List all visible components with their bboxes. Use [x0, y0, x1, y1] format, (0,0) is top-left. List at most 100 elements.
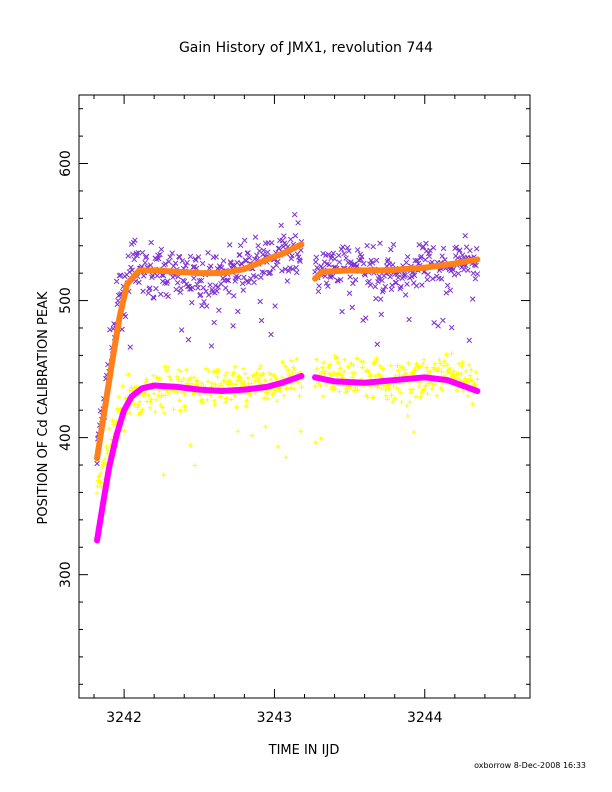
data-point [235, 308, 241, 315]
data-point [255, 376, 261, 382]
data-point [230, 323, 236, 329]
data-point [345, 389, 350, 394]
data-point [418, 363, 424, 369]
data-point [323, 280, 330, 286]
data-point [401, 271, 408, 277]
data-point [187, 286, 193, 292]
data-point [328, 372, 333, 378]
data-point [143, 379, 149, 385]
data-point [157, 251, 163, 258]
data-point [191, 374, 197, 380]
data-point [161, 280, 168, 286]
data-point [413, 394, 419, 400]
data-point [257, 366, 262, 372]
data-point [411, 272, 418, 279]
data-point [268, 331, 274, 338]
data-point [130, 251, 136, 258]
data-point [386, 386, 392, 392]
data-point [151, 295, 157, 301]
data-point [182, 262, 189, 269]
data-point [265, 396, 271, 402]
data-point [288, 358, 294, 364]
data-point [278, 222, 284, 229]
data-point [197, 393, 203, 398]
data-point [232, 392, 237, 398]
data-point [225, 277, 232, 284]
data-point [147, 285, 153, 291]
data-point [275, 258, 281, 265]
data-point [396, 387, 402, 392]
data-point [205, 249, 211, 256]
data-point [132, 237, 138, 243]
data-point [134, 252, 140, 259]
data-point [402, 367, 408, 372]
data-point [350, 374, 356, 380]
data-point [299, 384, 304, 390]
data-point [462, 232, 468, 239]
data-point [325, 283, 331, 289]
data-point [349, 304, 355, 311]
data-point [347, 274, 353, 280]
data-point [208, 392, 214, 398]
data-point [199, 302, 205, 309]
data-point [467, 247, 473, 254]
data-point [262, 378, 268, 383]
data-point [473, 246, 480, 252]
data-point [372, 283, 378, 290]
data-point [439, 387, 445, 393]
data-point [441, 358, 447, 364]
y-axis-label: POSITION OF Cd CALIBRATION PEAK [36, 291, 51, 524]
data-point [146, 392, 151, 398]
data-point [382, 387, 388, 393]
data-point [320, 365, 325, 371]
data-point [176, 254, 183, 260]
data-point [457, 247, 463, 253]
data-point [200, 399, 206, 405]
data-point [430, 382, 436, 388]
data-point [440, 245, 447, 252]
data-point [244, 398, 250, 404]
data-point [174, 280, 181, 286]
data-point [275, 444, 281, 450]
data-point [315, 288, 322, 295]
data-point [147, 262, 154, 268]
data-point [149, 274, 155, 281]
data-point [222, 373, 228, 378]
data-point [157, 291, 164, 298]
data-point [182, 392, 188, 398]
data-point [291, 211, 298, 218]
data-point [369, 260, 376, 266]
data-point [148, 396, 154, 402]
data-point [222, 285, 229, 291]
data-point [269, 371, 275, 377]
data-point [129, 267, 135, 273]
data-point [455, 270, 462, 277]
data-point [251, 279, 257, 286]
data-point [404, 403, 410, 409]
data-point [430, 245, 437, 251]
data-point [224, 370, 230, 376]
data-point [153, 397, 159, 403]
data-point [391, 383, 396, 389]
data-point [417, 255, 424, 261]
data-point [412, 365, 418, 371]
y-tick-label: 400 [58, 424, 74, 451]
data-point [272, 387, 278, 393]
x-tick-label: 3242 [106, 710, 142, 726]
data-point [201, 299, 207, 305]
data-point [258, 317, 265, 324]
data-point [458, 371, 464, 377]
data-point [181, 376, 187, 382]
data-point [148, 399, 153, 405]
data-point [164, 278, 171, 285]
data-point [293, 264, 299, 271]
fit-line [312, 374, 481, 395]
data-point [223, 396, 229, 401]
data-point [189, 381, 195, 387]
data-point [154, 272, 161, 279]
data-point [435, 368, 440, 374]
footer-signature: oxborrow 8-Dec-2008 16:33 [474, 761, 586, 770]
data-point [178, 369, 184, 374]
data-point [241, 274, 247, 281]
data-point [116, 394, 122, 400]
